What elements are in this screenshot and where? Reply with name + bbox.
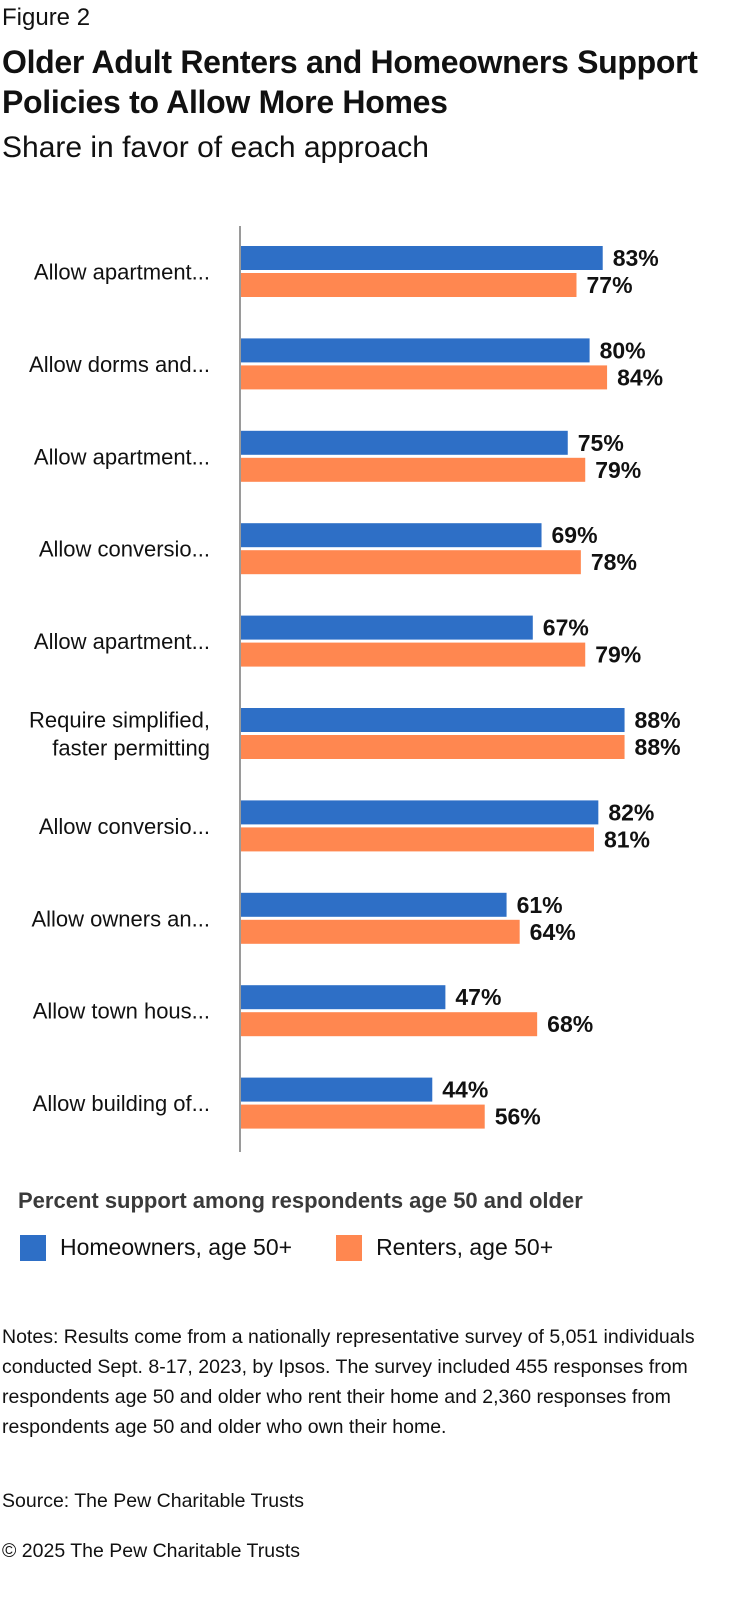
value-label-renters: 77% [586, 272, 632, 298]
category-label: Allow apartment... [34, 260, 210, 285]
legend-swatch-homeowners [20, 1234, 46, 1261]
copyright: © 2025 The Pew Charitable Trusts [2, 1540, 300, 1562]
value-label-renters: 88% [635, 734, 681, 760]
legend-label-homeowners: Homeowners, age 50+ [60, 1234, 293, 1260]
category-label-line: Require simplified, [29, 708, 210, 733]
value-label-homeowners: 44% [442, 1077, 488, 1103]
legend-item-homeowners: Homeowners, age 50+ [20, 1234, 292, 1261]
bar-homeowners [240, 892, 507, 917]
value-label-renters: 81% [604, 826, 650, 852]
value-label-renters: 79% [595, 642, 641, 668]
value-label-homeowners: 82% [608, 799, 654, 825]
bar-homeowners [240, 523, 542, 548]
category-label: Allow conversio... [39, 537, 210, 562]
chart-subtitle: Share in favor of each approach [2, 131, 429, 164]
legend-item-renters: Renters, age 50+ [336, 1234, 553, 1261]
category-label-line: Allow town hous... [33, 999, 210, 1024]
category-label: Allow town hous... [33, 999, 210, 1024]
value-label-homeowners: 83% [613, 245, 659, 271]
value-label-renters: 78% [591, 549, 637, 575]
value-label-homeowners: 61% [517, 892, 563, 918]
category-label: Allow apartment... [34, 444, 210, 469]
category-label-line: Allow building of... [33, 1091, 210, 1116]
bar-homeowners [240, 1077, 433, 1102]
bar-renters [240, 550, 581, 575]
category-label-line: Allow dorms and... [29, 352, 210, 377]
category-labels: Allow apartment... Allow dorms and... Allo… [29, 260, 210, 1117]
bar-renters [240, 642, 586, 667]
category-label: Allow building of... [33, 1091, 210, 1116]
category-label-line: Allow owners an... [31, 906, 210, 931]
value-label-homeowners: 47% [455, 984, 501, 1010]
category-label-line: Allow apartment... [34, 629, 210, 654]
category-label-line: faster permitting [52, 736, 210, 761]
value-label-homeowners: 67% [543, 615, 589, 641]
value-labels: 83%77%80%84%75%79%69%78%67%79%88%88%82%8… [442, 245, 680, 1130]
value-label-homeowners: 69% [552, 522, 598, 548]
figure-label: Figure 2 [2, 4, 91, 31]
value-label-renters: 68% [547, 1011, 593, 1037]
value-label-renters: 79% [595, 457, 641, 483]
legend: Homeowners, age 50+ Renters, age 50+ [20, 1234, 597, 1261]
value-label-homeowners: 88% [635, 707, 681, 733]
category-label: Allow dorms and... [29, 352, 210, 377]
category-label-line: Allow conversio... [39, 814, 210, 839]
category-label: Allow conversio... [39, 814, 210, 839]
value-label-renters: 84% [617, 364, 663, 390]
bar-homeowners [240, 800, 599, 825]
source: Source: The Pew Charitable Trusts [2, 1490, 305, 1512]
category-label-line: Allow apartment... [34, 260, 210, 285]
value-label-homeowners: 80% [600, 337, 646, 363]
bar-homeowners [240, 708, 625, 732]
value-label-renters: 56% [495, 1104, 541, 1130]
category-label-line: Allow apartment... [34, 444, 210, 469]
bar-homeowners [240, 985, 446, 1010]
bar-renters [240, 457, 586, 482]
bars [240, 246, 625, 1129]
notes: Notes: Results come from a nationally re… [2, 1326, 695, 1438]
legend-label-renters: Renters, age 50+ [376, 1234, 554, 1260]
bar-renters [240, 735, 625, 759]
legend-swatch-renters [336, 1234, 363, 1261]
bar-chart: Allow apartment... Allow dorms and... Allo… [29, 226, 681, 1152]
category-label: Allow apartment... [34, 629, 210, 654]
value-label-renters: 64% [530, 919, 576, 945]
bar-renters [240, 827, 594, 852]
category-label-line: Allow conversio... [39, 537, 210, 562]
bar-homeowners [240, 430, 568, 455]
bar-homeowners [240, 615, 533, 640]
value-label-homeowners: 75% [578, 430, 624, 456]
legend-title: Percent support among respondents age 50… [18, 1188, 583, 1213]
category-label: Allow owners an... [31, 906, 210, 931]
chart-title: Older Adult Renters and Homeowners Suppo… [2, 44, 698, 120]
bar-renters [240, 365, 608, 390]
bar-renters [240, 1012, 538, 1037]
bar-homeowners [240, 338, 590, 363]
bar-renters [240, 1104, 485, 1129]
bar-renters [240, 273, 577, 297]
bar-renters [240, 919, 520, 944]
category-label: Require simplified, faster permitting [29, 708, 210, 761]
bar-homeowners [240, 246, 603, 270]
